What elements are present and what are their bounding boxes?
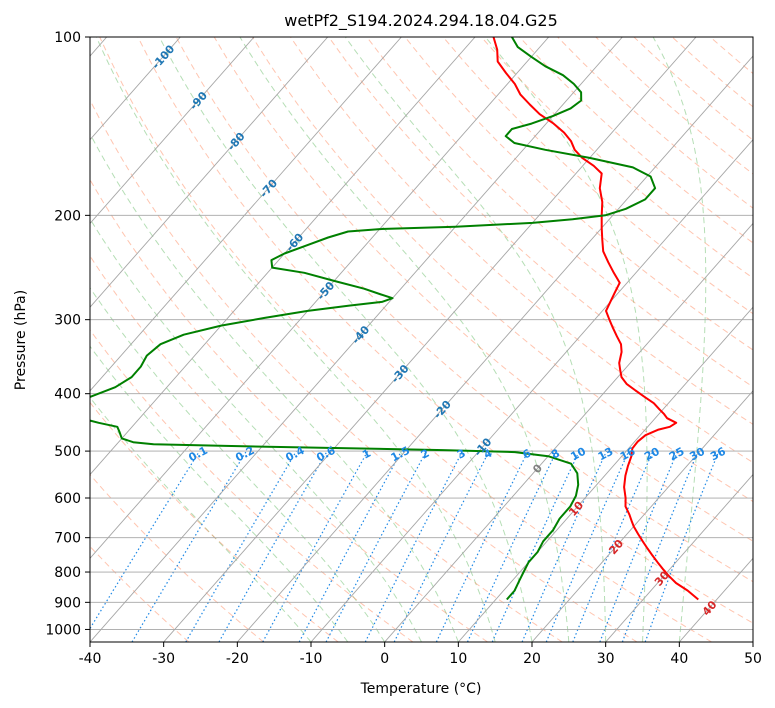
mixing-ratio-line	[599, 450, 679, 642]
isotherm-grid	[90, 37, 753, 642]
moist-adiabat-line	[485, 37, 648, 642]
y-tick-label: 800	[54, 565, 81, 581]
plot-frame	[89, 36, 754, 643]
x-tick-label: 10	[449, 651, 467, 667]
isotherm-line	[163, 37, 697, 642]
mixing-ratio-label: 20	[642, 445, 662, 464]
y-tick-label: 300	[54, 313, 81, 329]
moist-adiabat-line	[90, 217, 422, 642]
isotherm-line	[90, 37, 623, 642]
mixing-ratio-line	[521, 450, 608, 642]
dry-adiabat-line	[290, 37, 753, 464]
y-tick-label: 1000	[45, 622, 81, 638]
x-axis-ticks: -40 -30 -20 -10 0 10 20 30 40 50	[79, 642, 762, 667]
mixing-ratio-line	[393, 450, 490, 642]
x-tick-label: 0	[380, 651, 389, 667]
chart-title: wetPf2_S194.2024.294.18.04.G25	[284, 11, 558, 31]
x-tick-label: -40	[79, 651, 102, 667]
mixing-ratio-line	[572, 450, 654, 642]
mixing-ratio-label: 13	[596, 445, 616, 464]
x-tick-label: 20	[523, 651, 541, 667]
mixing-ratio-label: 25	[667, 445, 687, 464]
y-tick-label: 200	[54, 208, 81, 224]
isotherm-line	[90, 37, 181, 141]
y-tick-label: 900	[54, 595, 81, 611]
dewpoint-profile-line	[90, 37, 657, 601]
mixing-ratio-line	[545, 450, 630, 642]
y-tick-label: 700	[54, 531, 81, 547]
mixing-ratio-line	[218, 450, 328, 642]
isotherm-line	[236, 55, 753, 642]
dry-adiabat-line	[328, 37, 753, 425]
moist-adiabat-line	[344, 37, 607, 642]
moist-adiabat-line	[95, 37, 496, 642]
x-tick-label: -10	[300, 651, 323, 667]
dry-adiabat-line	[251, 37, 753, 503]
dry-adiabat-line	[90, 545, 190, 642]
profiles	[90, 37, 699, 601]
isotherm-line	[384, 222, 753, 642]
isotherm-line	[605, 473, 753, 642]
x-tick-label: -30	[152, 651, 175, 667]
dry-adiabat-line	[366, 37, 753, 388]
y-axis-label: Pressure (hPa)	[13, 290, 29, 390]
moist-adiabat-line	[90, 345, 349, 642]
dry-adiabat-line	[90, 401, 339, 642]
moist-adiabat-line	[239, 37, 570, 642]
y-tick-label: 500	[54, 444, 81, 460]
dry-adiabat-line	[99, 37, 712, 642]
isotherm-line	[531, 390, 753, 642]
mixing-ratio-line	[90, 450, 201, 630]
mixing-ratio-line	[298, 450, 403, 642]
y-tick-label: 600	[54, 491, 81, 507]
x-tick-label: 30	[597, 651, 615, 667]
dry-adiabat-line	[90, 473, 264, 642]
isotherm-line	[90, 37, 329, 308]
mixing-ratio-line	[364, 450, 464, 642]
mixing-ratio-label: 16	[618, 445, 638, 464]
y-axis-ticks: 100 200 300 400 500 600 700 800 900 1000	[45, 30, 90, 638]
mixing-ratio-label: 30	[687, 445, 707, 464]
isotherm-line	[90, 37, 402, 392]
mixing-ratio-label: 36	[708, 445, 728, 464]
mixing-ratio-lines	[90, 450, 720, 642]
x-axis-label: Temperature (°C)	[360, 681, 482, 697]
isotherm-line	[90, 37, 476, 476]
isotherm-line	[310, 139, 753, 642]
moist-adiabat-line	[90, 132, 459, 642]
dry-adiabat-line	[90, 98, 638, 642]
temperature-profile-line	[492, 37, 699, 601]
dry-adiabat-line	[137, 37, 753, 624]
moist-adiabat-line	[90, 287, 386, 642]
x-tick-label: 50	[744, 651, 762, 667]
mixing-ratio-line	[621, 450, 699, 642]
mixing-ratio-line	[644, 450, 720, 642]
x-tick-label: -20	[226, 651, 249, 667]
dry-adiabats	[90, 37, 753, 642]
y-tick-label: 100	[54, 30, 81, 46]
isotherm-line	[90, 37, 255, 225]
y-tick-label: 400	[54, 387, 81, 403]
mixing-ratio-line	[262, 450, 369, 642]
dry-adiabat-line	[90, 255, 488, 642]
dry-adiabat-line	[175, 37, 753, 583]
isotherm-line	[90, 37, 550, 559]
moist-adiabat-line	[652, 37, 707, 642]
isotherm-line	[457, 306, 753, 642]
plot-area: -100-90-80-70-60-50-40-30-20-10010203040…	[90, 37, 753, 642]
x-tick-label: 40	[670, 651, 688, 667]
mixing-ratio-label: 10	[568, 445, 588, 464]
dry-adiabat-line	[90, 178, 563, 642]
isobar-grid	[90, 37, 753, 630]
